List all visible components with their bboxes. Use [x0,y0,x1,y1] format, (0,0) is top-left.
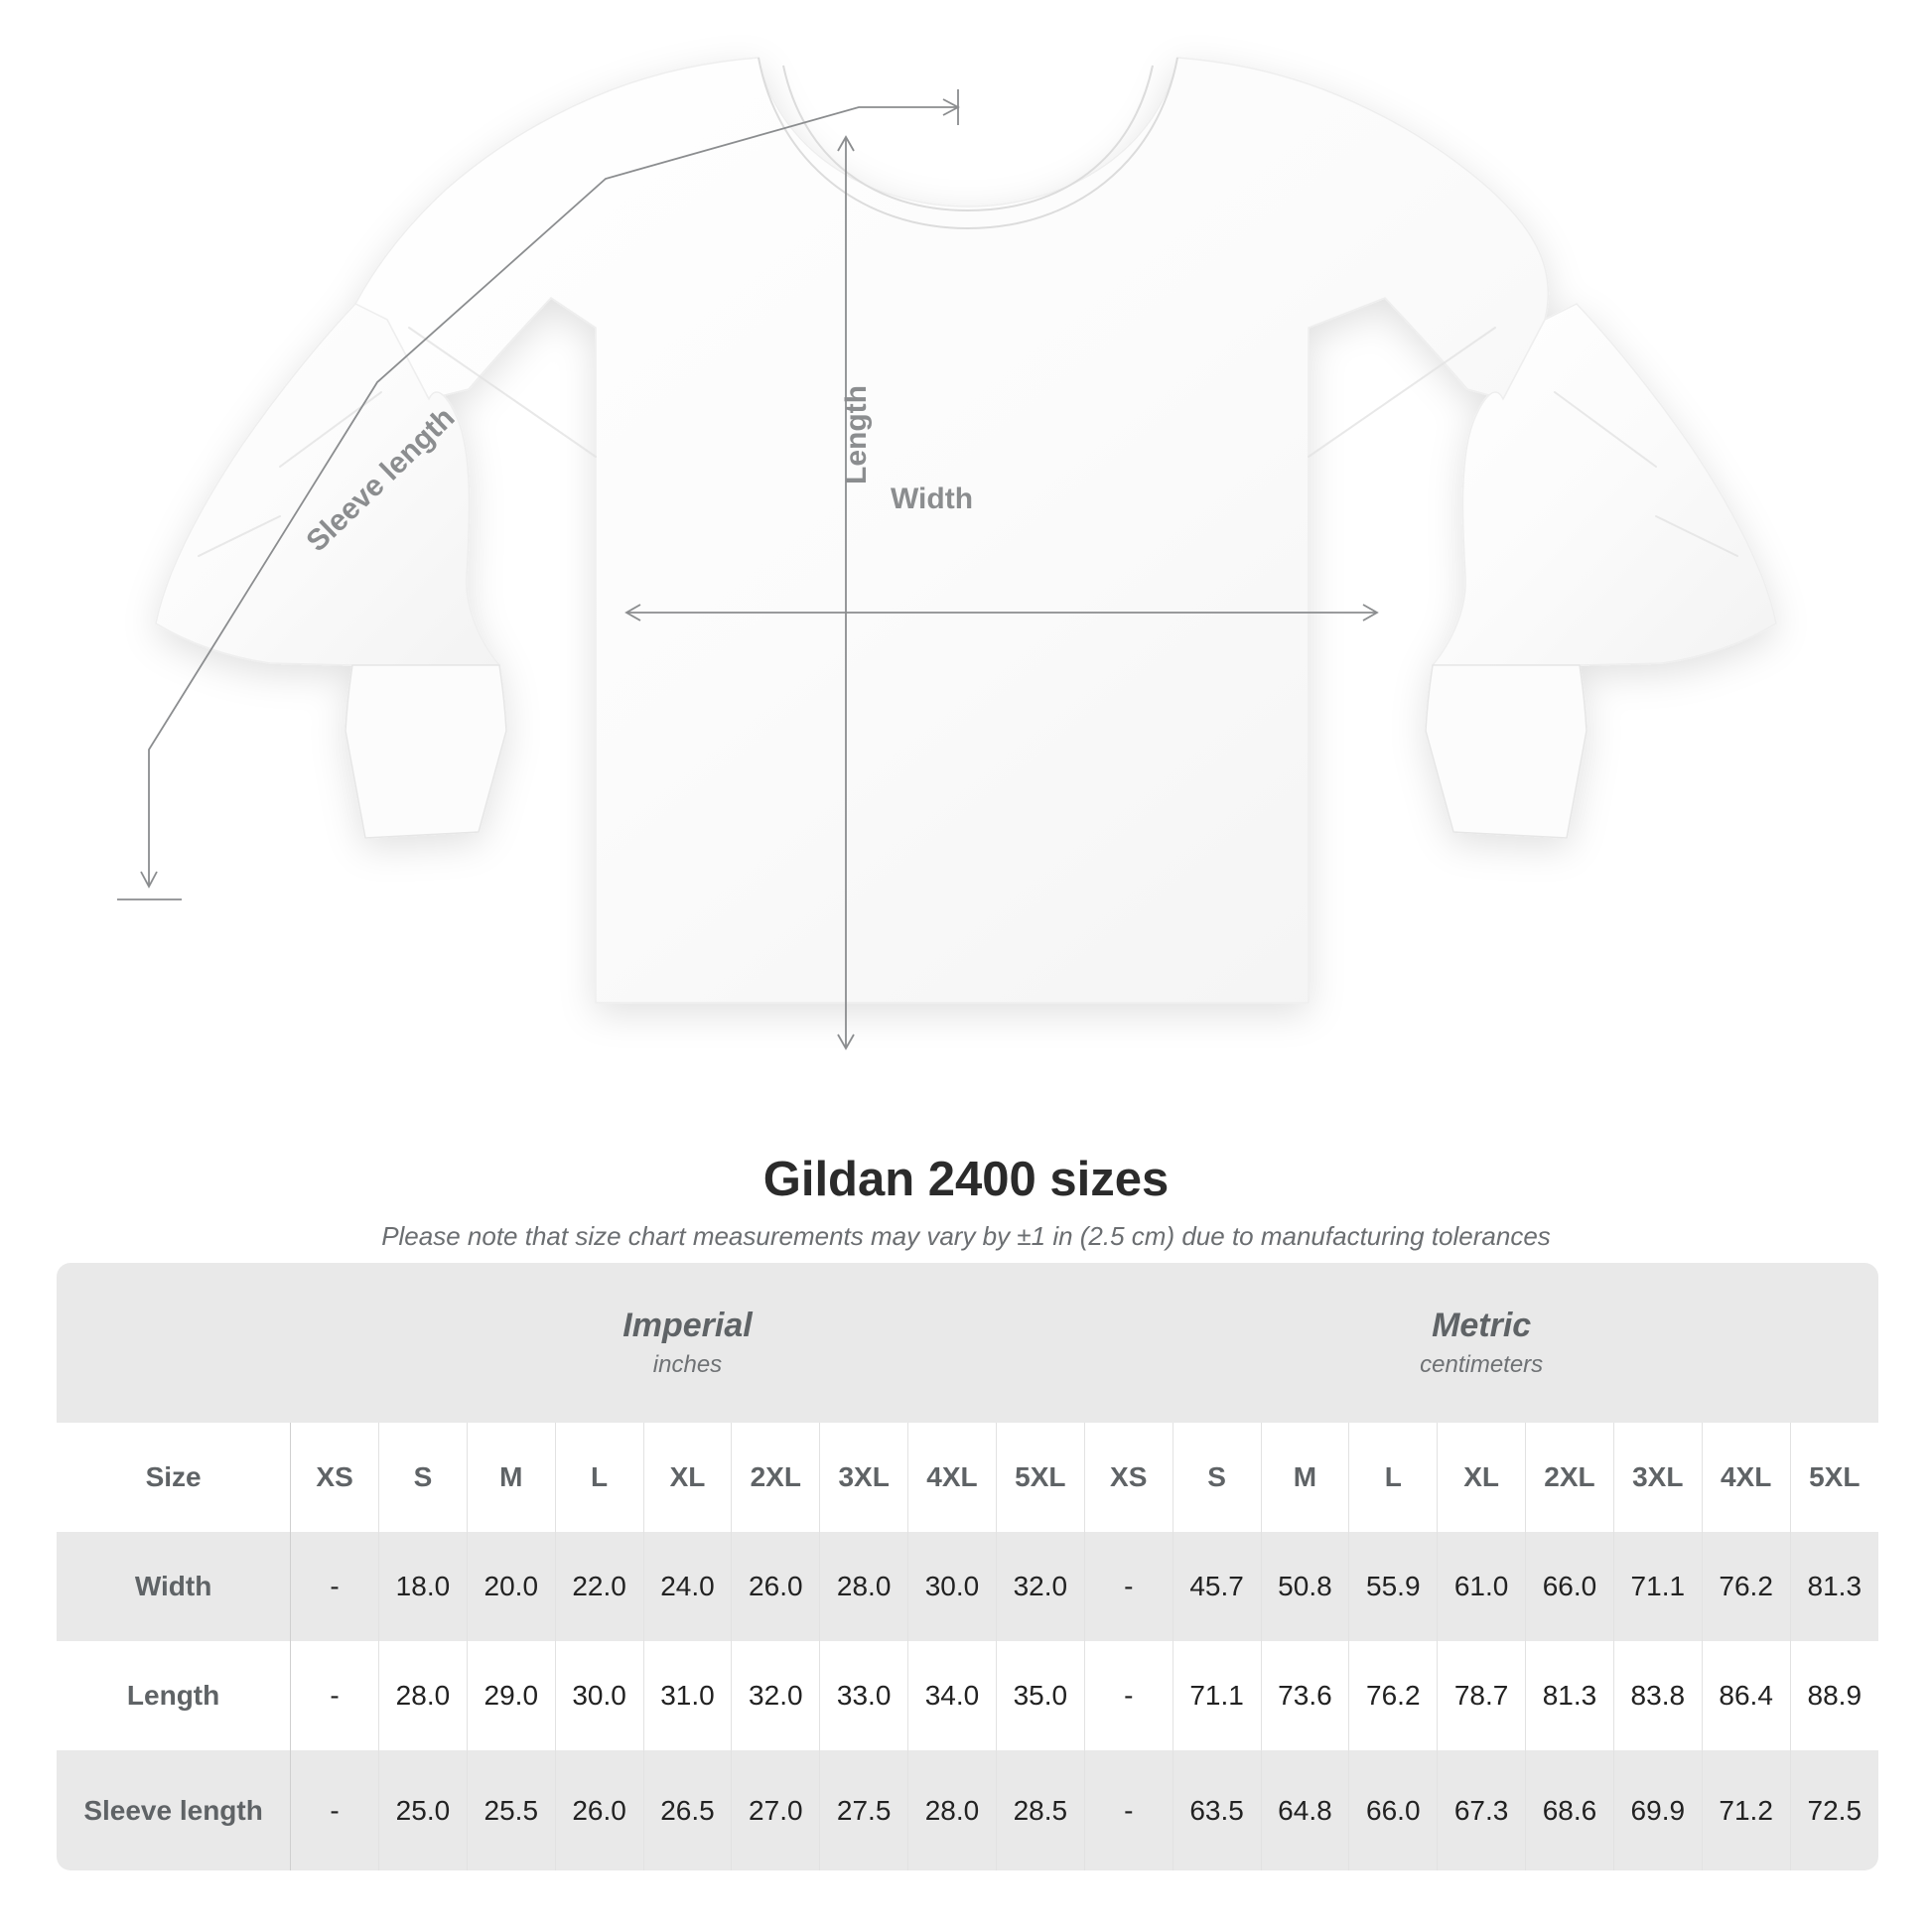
svg-text:Length: Length [840,385,873,484]
svg-text:Width: Width [891,483,973,515]
